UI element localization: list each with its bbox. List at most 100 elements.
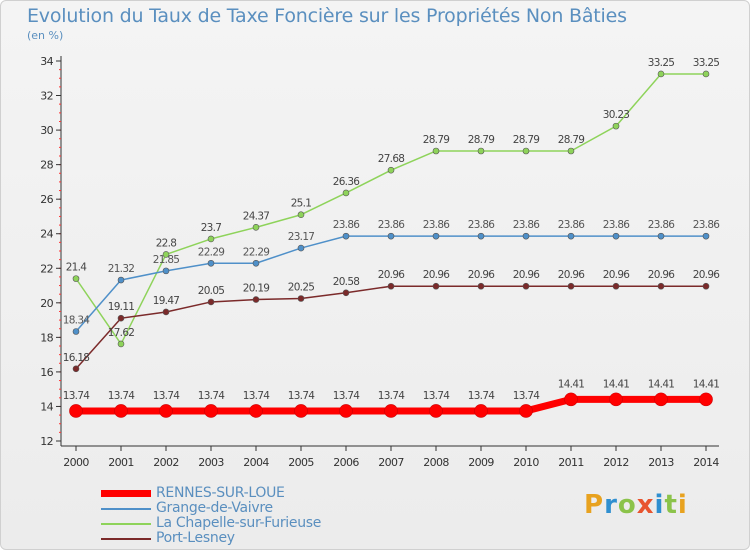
y-tick-label: 18 — [40, 331, 53, 344]
data-label-grange-de-vaivre: 22.29 — [198, 246, 225, 258]
data-label-rennes-sur-loue: 14.41 — [648, 378, 675, 390]
data-label-rennes-sur-loue: 14.41 — [693, 378, 720, 390]
y-tick-label: 20 — [40, 297, 53, 310]
data-point-port-lesney — [702, 282, 710, 290]
data-label-port-lesney: 20.96 — [648, 269, 676, 281]
label-layer: 21.4 17.62 22.8 23.7 24.37 25.1 26.36 27.68 28.7… — [63, 57, 721, 402]
legend-swatch — [101, 523, 151, 525]
x-tick-label: 2000 — [63, 456, 89, 469]
data-point-grange-de-vaivre — [387, 232, 395, 240]
data-point-rennes-sur-loue — [609, 392, 623, 407]
data-label-grange-de-vaivre: 23.86 — [648, 219, 676, 231]
data-label-port-lesney: 20.25 — [288, 282, 315, 294]
data-label-rennes-sur-loue: 13.74 — [333, 390, 361, 402]
data-label-port-lesney: 20.58 — [333, 276, 360, 288]
data-point-port-lesney — [477, 282, 485, 290]
unit-label: (en %) — [27, 29, 64, 42]
data-label-rennes-sur-loue: 13.74 — [423, 390, 451, 402]
logo-letter: x — [636, 490, 655, 520]
data-point-rennes-sur-loue — [474, 404, 488, 418]
data-label-rennes-sur-loue: 13.74 — [63, 390, 91, 402]
data-point-port-lesney — [657, 282, 665, 290]
data-point-port-lesney — [387, 282, 395, 290]
data-point-rennes-sur-loue — [429, 404, 443, 418]
data-label-grange-de-vaivre: 18.34 — [63, 314, 91, 326]
data-point-la-chapelle-sur-furieuse — [342, 189, 350, 197]
chart-title: Evolution du Taux de Taxe Foncière sur l… — [27, 5, 627, 27]
data-label-la-chapelle-sur-furieuse: 28.79 — [423, 134, 450, 146]
data-point-rennes-sur-loue — [204, 404, 218, 418]
y-tick-label: 22 — [40, 262, 53, 275]
data-label-la-chapelle-sur-furieuse: 28.79 — [513, 134, 540, 146]
data-point-la-chapelle-sur-furieuse — [297, 211, 305, 219]
data-label-la-chapelle-sur-furieuse: 17.62 — [108, 327, 135, 339]
data-point-la-chapelle-sur-furieuse — [702, 70, 710, 78]
data-label-la-chapelle-sur-furieuse: 26.36 — [333, 176, 361, 188]
data-label-rennes-sur-loue: 14.41 — [558, 378, 585, 390]
data-label-grange-de-vaivre: 23.86 — [603, 219, 631, 231]
y-tick-label: 30 — [40, 124, 53, 137]
data-point-la-chapelle-sur-furieuse — [612, 122, 620, 130]
data-point-grange-de-vaivre — [702, 232, 710, 240]
data-label-la-chapelle-sur-furieuse: 24.37 — [243, 210, 270, 222]
data-label-grange-de-vaivre: 21.85 — [153, 254, 180, 266]
logo-letter: t — [664, 490, 678, 520]
legend-label: Grange-de-Vaivre — [156, 500, 273, 516]
logo-letter: r — [604, 490, 618, 520]
data-point-rennes-sur-loue — [564, 392, 578, 407]
data-point-rennes-sur-loue — [294, 404, 308, 418]
data-point-grange-de-vaivre — [252, 259, 260, 267]
legend-swatch — [101, 538, 151, 540]
data-label-rennes-sur-loue: 13.74 — [513, 390, 541, 402]
y-tick-label: 34 — [40, 55, 53, 68]
y-tick-label: 14 — [40, 400, 53, 413]
logo-letter: i — [677, 490, 688, 520]
y-tick-label: 12 — [40, 435, 53, 448]
data-label-port-lesney: 20.96 — [468, 269, 496, 281]
data-label-la-chapelle-sur-furieuse: 30.23 — [603, 109, 630, 121]
data-label-la-chapelle-sur-furieuse: 27.68 — [378, 153, 405, 165]
data-point-la-chapelle-sur-furieuse — [162, 251, 170, 258]
x-tick-label: 2008 — [423, 456, 449, 469]
data-point-grange-de-vaivre — [162, 267, 170, 275]
data-point-la-chapelle-sur-furieuse — [387, 166, 395, 174]
data-point-port-lesney — [567, 282, 575, 290]
data-label-la-chapelle-sur-furieuse: 21.4 — [66, 262, 88, 274]
data-point-grange-de-vaivre — [117, 276, 125, 284]
data-point-rennes-sur-loue — [114, 404, 128, 418]
legend-swatch — [101, 490, 151, 497]
data-label-grange-de-vaivre: 23.86 — [693, 219, 721, 231]
data-label-port-lesney: 20.96 — [603, 269, 631, 281]
data-point-rennes-sur-loue — [384, 404, 398, 418]
data-point-rennes-sur-loue — [69, 404, 83, 418]
data-point-la-chapelle-sur-furieuse — [72, 275, 80, 282]
data-point-grange-de-vaivre — [297, 244, 305, 252]
data-point-rennes-sur-loue — [654, 392, 668, 407]
data-point-port-lesney — [252, 296, 260, 303]
data-point-la-chapelle-sur-furieuse — [657, 70, 665, 78]
data-point-la-chapelle-sur-furieuse — [567, 147, 575, 155]
data-label-port-lesney: 20.19 — [243, 283, 270, 295]
data-point-grange-de-vaivre — [657, 232, 665, 240]
data-point-port-lesney — [207, 298, 215, 306]
x-tick-label: 2002 — [153, 456, 179, 469]
data-point-port-lesney — [72, 365, 80, 373]
data-label-grange-de-vaivre: 23.86 — [423, 219, 451, 231]
y-tick-label: 26 — [40, 193, 53, 206]
data-label-grange-de-vaivre: 23.86 — [513, 219, 541, 231]
data-point-grange-de-vaivre — [567, 232, 575, 240]
data-point-grange-de-vaivre — [612, 232, 620, 240]
data-label-port-lesney: 20.96 — [693, 269, 721, 281]
data-label-port-lesney: 20.96 — [423, 269, 451, 281]
data-label-grange-de-vaivre: 23.86 — [558, 219, 586, 231]
proxiti-logo: Proxiti — [584, 490, 688, 520]
data-label-la-chapelle-sur-furieuse: 28.79 — [558, 134, 585, 146]
x-tick-label: 2007 — [378, 456, 404, 469]
data-label-grange-de-vaivre: 22.29 — [243, 246, 270, 258]
data-label-grange-de-vaivre: 21.32 — [108, 263, 135, 275]
data-label-grange-de-vaivre: 23.17 — [288, 231, 315, 243]
series-layer — [69, 70, 713, 418]
data-point-port-lesney — [297, 295, 305, 302]
data-point-port-lesney — [162, 308, 170, 316]
legend-label: La Chapelle-sur-Furieuse — [156, 515, 322, 531]
